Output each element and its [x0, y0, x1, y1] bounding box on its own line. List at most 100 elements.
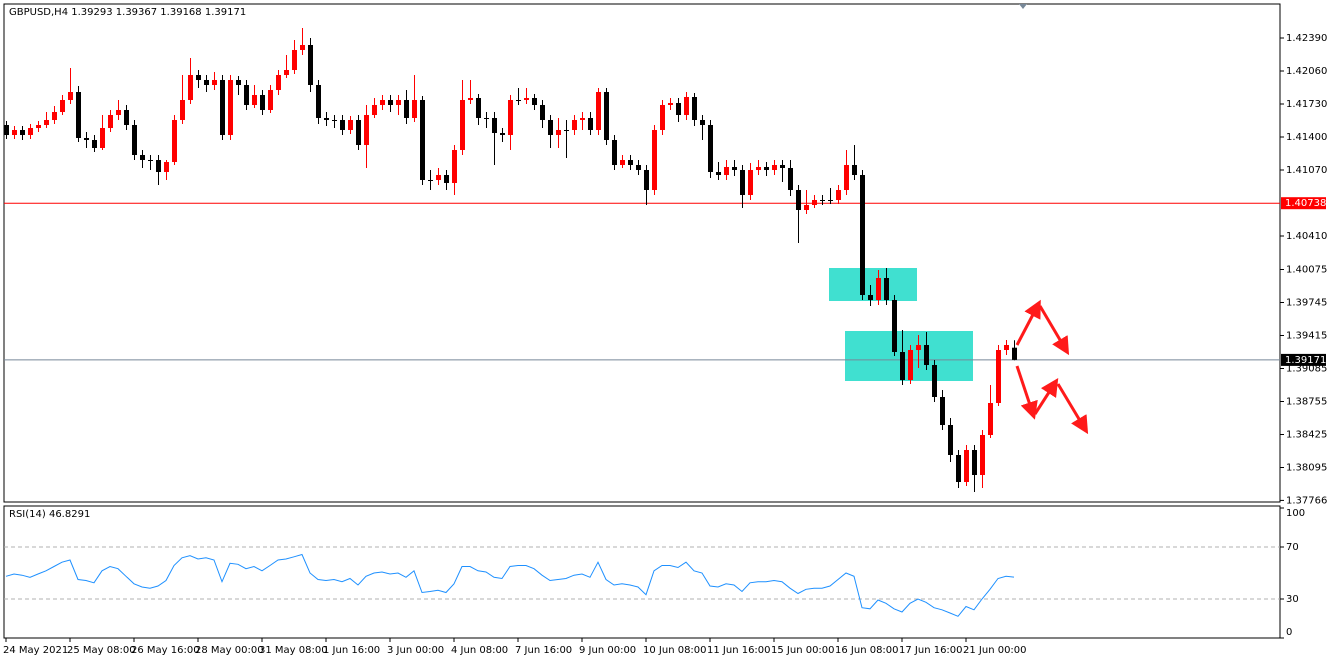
- candle-body: [220, 80, 225, 135]
- x-tick-label: 7 Jun 16:00: [515, 645, 572, 656]
- candle-body: [644, 170, 649, 190]
- candle-body: [364, 115, 369, 145]
- candle-body: [140, 155, 145, 160]
- candle-body: [292, 50, 297, 70]
- candle-body: [180, 100, 185, 120]
- candle-body: [964, 450, 969, 482]
- x-tick-label: 25 May 08:00: [67, 645, 136, 656]
- candle-body: [748, 170, 753, 195]
- candle-body: [260, 95, 265, 110]
- y-tick-label: 1.42390: [1286, 33, 1327, 44]
- candle-body: [404, 100, 409, 118]
- candle-body: [572, 120, 577, 130]
- candle-body: [988, 403, 993, 435]
- candle-body: [796, 190, 801, 210]
- candle-body: [380, 100, 385, 105]
- candle-body: [668, 103, 673, 105]
- x-tick-label: 24 May 2021: [3, 645, 68, 656]
- candle-body: [324, 118, 329, 120]
- candle-body: [708, 125, 713, 172]
- candle-body: [428, 180, 433, 181]
- candle-body: [812, 200, 817, 205]
- candle-body: [772, 165, 777, 170]
- candle-body: [164, 162, 169, 172]
- candle-body: [828, 200, 833, 201]
- candle-body: [108, 115, 113, 128]
- candle-body: [12, 130, 17, 135]
- arrows: [1015, 299, 1089, 435]
- candle-body: [724, 167, 729, 175]
- y-tick-label: 1.39415: [1286, 331, 1327, 342]
- candle-body: [444, 175, 449, 183]
- x-tick-label: 9 Jun 00:00: [579, 645, 636, 656]
- candle-body: [276, 75, 281, 90]
- candle-body: [908, 350, 913, 380]
- y-tick-label: 1.37766: [1286, 495, 1327, 506]
- candle-body: [1004, 345, 1009, 350]
- candle-body: [268, 90, 273, 110]
- x-tick-label: 1 Jun 16:00: [323, 645, 380, 656]
- plot: [4, 28, 1280, 492]
- candle-body: [52, 112, 57, 120]
- candle-body: [508, 100, 513, 135]
- y-tick-label: 1.41730: [1286, 99, 1327, 110]
- candle-body: [228, 80, 233, 135]
- candle-body: [580, 118, 585, 120]
- candle-body: [92, 140, 97, 148]
- candle-body: [252, 95, 257, 105]
- candle-body: [892, 300, 897, 352]
- candle-body: [932, 365, 937, 397]
- candle-body: [116, 110, 121, 115]
- price-label: 1.39171: [1285, 355, 1326, 366]
- candle-body: [484, 118, 489, 119]
- candle-body: [60, 100, 65, 112]
- candle-body: [636, 165, 641, 170]
- y-tick-label: 1.38755: [1286, 397, 1327, 408]
- candle-body: [596, 92, 601, 130]
- candle-body: [524, 98, 529, 100]
- y-tick-label: 0: [1286, 627, 1292, 638]
- candle-body: [244, 85, 249, 105]
- x-tick-label: 17 Jun 16:00: [899, 645, 963, 656]
- y-tick-label: 100: [1286, 508, 1305, 519]
- x-tick-label: 16 Jun 08:00: [835, 645, 899, 656]
- x-tick-label: 28 May 00:00: [195, 645, 264, 656]
- candle-body: [628, 160, 633, 165]
- candle-body: [236, 80, 241, 85]
- candle-body: [124, 110, 129, 125]
- candle-body: [604, 92, 609, 140]
- candle-body: [148, 160, 153, 161]
- candle-body: [764, 167, 769, 170]
- x-tick-label: 21 Jun 00:00: [963, 645, 1027, 656]
- candle-body: [356, 120, 361, 145]
- x-tick-label: 10 Jun 08:00: [643, 645, 707, 656]
- x-tick-label: 4 Jun 08:00: [451, 645, 508, 656]
- chart-title: GBPUSD,H4 1.39293 1.39367 1.39168 1.3917…: [9, 7, 246, 18]
- candle-body: [860, 175, 865, 295]
- candle-body: [196, 75, 201, 80]
- candle-body: [460, 100, 465, 150]
- candle-body: [44, 120, 49, 125]
- candle-body: [788, 168, 793, 190]
- candle-body: [652, 130, 657, 190]
- candle-body: [804, 205, 809, 210]
- candle-body: [476, 98, 481, 118]
- candle-body: [692, 97, 697, 120]
- candle-body: [756, 167, 761, 170]
- candle-body: [548, 120, 553, 135]
- candle-body: [188, 75, 193, 100]
- candle-body: [348, 120, 353, 130]
- shift-marker: [1019, 4, 1027, 9]
- candle-body: [924, 345, 929, 365]
- candle-body: [300, 45, 305, 50]
- candle-body: [388, 100, 393, 105]
- candle-body: [876, 278, 881, 300]
- candle-body: [700, 120, 705, 125]
- candle-body: [412, 100, 417, 118]
- candle-body: [716, 172, 721, 175]
- x-tick-label: 31 May 08:00: [259, 645, 328, 656]
- candle-body: [500, 133, 505, 135]
- candle-body: [452, 150, 457, 183]
- candle-body: [956, 455, 961, 482]
